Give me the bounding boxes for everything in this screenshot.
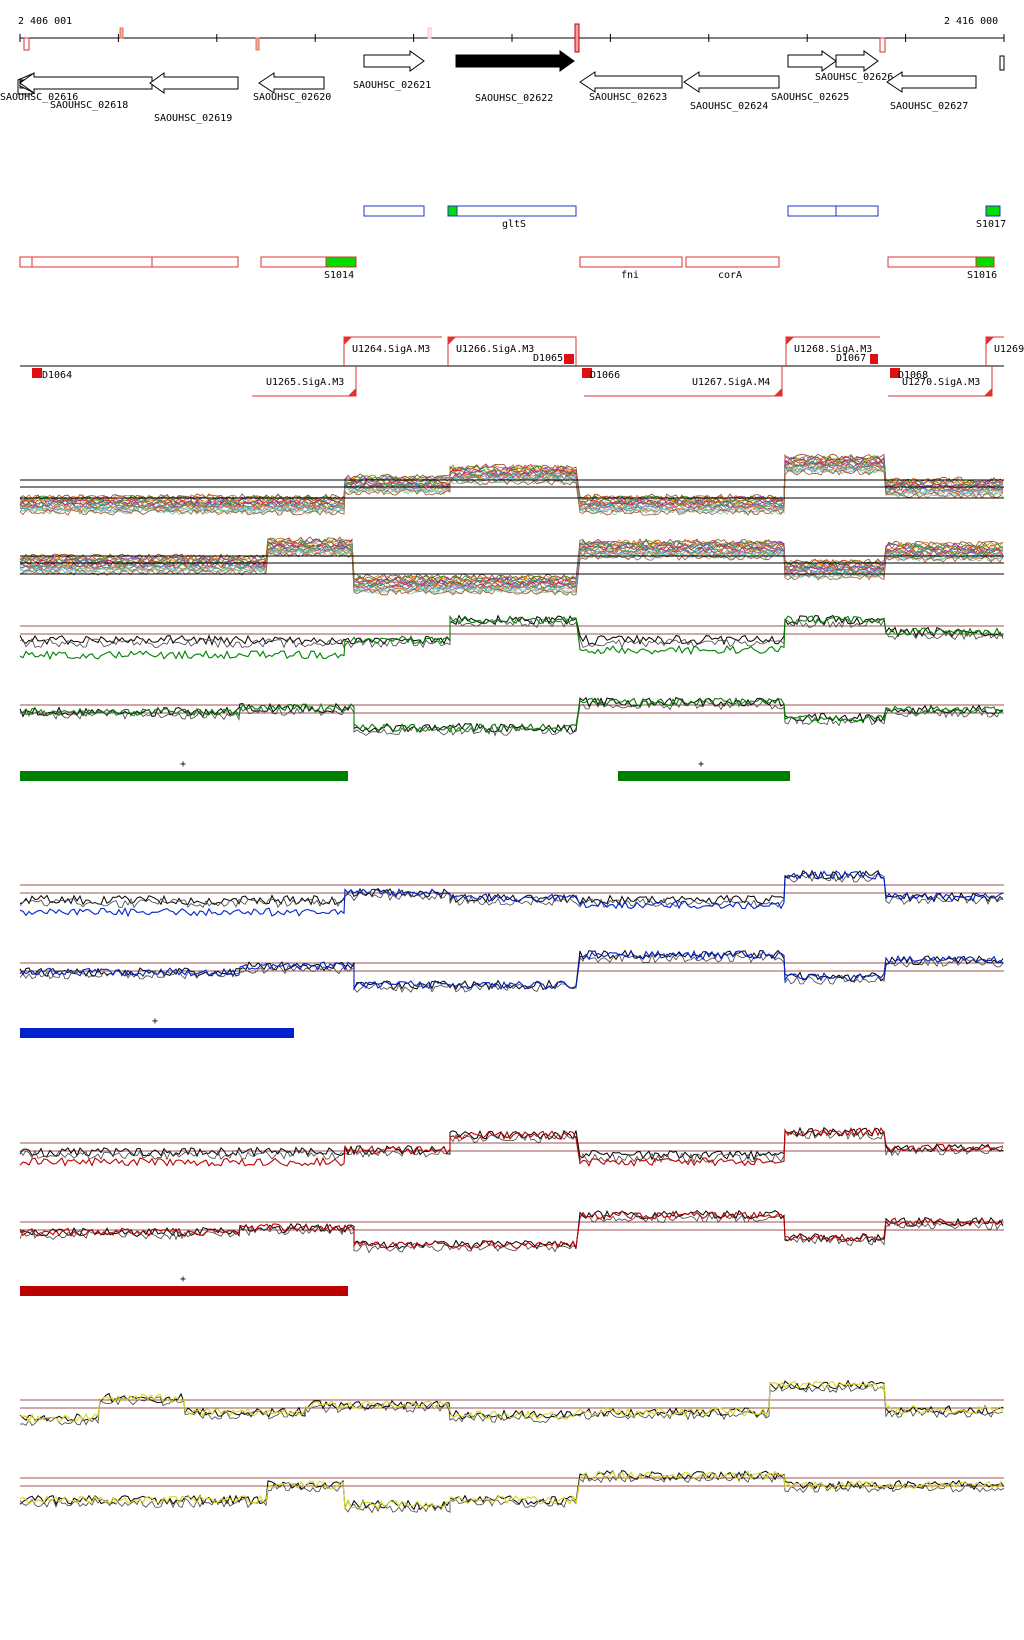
paired-track xyxy=(19,1379,1004,1426)
gene-label: SAOUHSC_02626 xyxy=(815,72,893,83)
feature-box-gltS[interactable] xyxy=(456,205,577,217)
promoter-label: U1268.SigA.M3 xyxy=(794,344,872,355)
ruler-markers xyxy=(23,23,886,53)
ruler-end-label: 2 416 000 xyxy=(944,16,998,27)
ruler-ticks xyxy=(19,34,1005,42)
terminator-marker[interactable] xyxy=(890,368,900,378)
feature-box[interactable] xyxy=(19,256,33,268)
feature-box-S1014[interactable] xyxy=(325,256,357,268)
gene-SAOUHSC_02621[interactable]: SAOUHSC_02621 xyxy=(353,50,431,91)
paired-track xyxy=(19,614,1004,661)
terminator-marker[interactable] xyxy=(582,368,592,378)
gene-SAOUHSC_02622[interactable]: SAOUHSC_02622 xyxy=(455,50,575,104)
feature-box[interactable] xyxy=(151,256,239,268)
coordinate-ruler: 2 406 001 2 416 000 xyxy=(18,16,1005,53)
green-segment-bar[interactable] xyxy=(618,771,790,781)
promoter-bracket xyxy=(447,336,577,366)
feature-box[interactable] xyxy=(447,205,458,217)
segment-marker: + xyxy=(180,759,186,770)
ruler-start-label: 2 406 001 xyxy=(18,16,72,27)
feature-box[interactable] xyxy=(887,256,977,268)
blue-feature-track: gltS S1017 xyxy=(363,205,1006,230)
gene-label: SAOUHSC_02623 xyxy=(589,92,667,103)
terminator-label: D1067 xyxy=(836,353,866,364)
feature-box[interactable] xyxy=(31,256,153,268)
green-segment-bar[interactable] xyxy=(20,771,348,781)
gene-SAOUHSC_02620[interactable]: SAOUHSC_02620 xyxy=(253,72,331,103)
promoter-label: U1264.SigA.M3 xyxy=(352,344,430,355)
feature-label-corA: corA xyxy=(718,270,742,281)
paired-track xyxy=(19,1126,1004,1167)
gene-track: SAOUHSC_02616 SAOUHSC_02618 SAOUHSC_0261… xyxy=(0,50,1005,124)
paired-track xyxy=(19,869,1004,918)
multi-sample-expression-tracks xyxy=(19,453,1004,596)
gene-SAOUHSC_02624[interactable]: SAOUHSC_02624 xyxy=(683,71,780,112)
gene-label: SAOUHSC_02620 xyxy=(253,92,331,103)
promoter-label: U1270.SigA.M3 xyxy=(902,377,980,388)
feature-box-S1017[interactable] xyxy=(985,205,1001,217)
feature-box-fni[interactable] xyxy=(579,256,683,268)
feature-box[interactable] xyxy=(835,205,879,217)
terminator-marker[interactable] xyxy=(32,368,42,378)
gene-SAOUHSC_02627[interactable]: SAOUHSC_02627 xyxy=(886,55,1005,112)
sample-track xyxy=(19,453,1004,516)
gene-SAOUHSC_02625[interactable]: SAOUHSC_02625 xyxy=(771,50,849,103)
sample-track xyxy=(19,536,1004,596)
gene-label: SAOUHSC_02618 xyxy=(50,100,128,111)
gene-SAOUHSC_02626[interactable]: SAOUHSC_02626 xyxy=(815,50,893,83)
paired-track xyxy=(19,696,1004,737)
terminator-marker[interactable] xyxy=(564,354,574,364)
paired-track xyxy=(19,949,1004,993)
terminator-label: D1065 xyxy=(533,353,563,364)
terminator-marker[interactable] xyxy=(870,354,878,364)
terminator-label: D1066 xyxy=(590,370,620,381)
feature-label-S1017: S1017 xyxy=(976,219,1006,230)
segment-bars: + + + + xyxy=(20,759,790,1296)
promoter-label: U1265.SigA.M3 xyxy=(266,377,344,388)
gene-label: SAOUHSC_02622 xyxy=(475,93,553,104)
gene-SAOUHSC_02623[interactable]: SAOUHSC_02623 xyxy=(579,71,683,103)
regulatory-track: U1264.SigA.M3 U1266.SigA.M3 U1268.SigA.M… xyxy=(20,336,1024,397)
terminator-label: D1064 xyxy=(42,370,72,381)
gene-label: SAOUHSC_02625 xyxy=(771,92,849,103)
promoter-label: U1266.SigA.M3 xyxy=(456,344,534,355)
promoter-label: U1267.SigA.M4 xyxy=(692,377,770,388)
terminator-label: D1068 xyxy=(898,370,928,381)
feature-label-fni: fni xyxy=(621,270,639,281)
paired-track xyxy=(19,1469,1005,1514)
red-feature-track: S1014 fni corA S1016 xyxy=(19,256,997,281)
feature-label-gltS: gltS xyxy=(502,219,526,230)
gene-label: SAOUHSC_02624 xyxy=(690,101,768,112)
feature-box[interactable] xyxy=(260,256,327,268)
gene-label: SAOUHSC_02627 xyxy=(890,101,968,112)
feature-box-corA[interactable] xyxy=(685,256,780,268)
gene-label: SAOUHSC_02616 xyxy=(0,92,78,103)
feature-box-S1016[interactable] xyxy=(975,256,995,268)
segment-marker: + xyxy=(152,1016,158,1027)
gene-SAOUHSC_02619[interactable]: SAOUHSC_02619 xyxy=(149,72,239,124)
gene-label: SAOUHSC_02619 xyxy=(154,113,232,124)
red-segment-bar[interactable] xyxy=(20,1286,348,1296)
segment-marker: + xyxy=(698,759,704,770)
feature-label-S1014: S1014 xyxy=(324,270,354,281)
feature-box[interactable] xyxy=(787,205,837,217)
paired-expression-tracks xyxy=(19,614,1005,1514)
promoter-label: U1269 xyxy=(994,344,1024,355)
feature-label-S1016: S1016 xyxy=(967,270,997,281)
gene-label: SAOUHSC_02621 xyxy=(353,80,431,91)
paired-track xyxy=(19,1209,1004,1254)
feature-box[interactable] xyxy=(363,205,425,217)
blue-segment-bar[interactable] xyxy=(20,1028,294,1038)
segment-marker: + xyxy=(180,1274,186,1285)
